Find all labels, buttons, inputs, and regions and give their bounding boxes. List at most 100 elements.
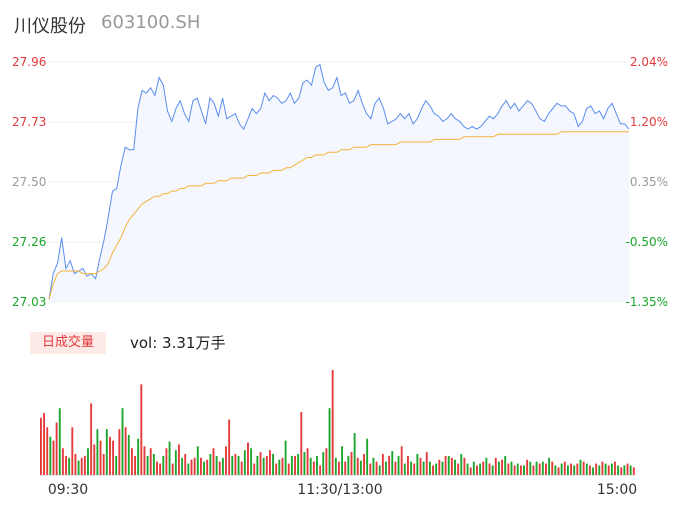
volume-bar xyxy=(469,467,472,475)
volume-bar xyxy=(441,461,444,475)
volume-bar xyxy=(334,457,337,475)
volume-bar xyxy=(275,463,278,475)
volume-bar xyxy=(447,455,450,475)
volume-bar xyxy=(102,454,105,475)
volume-bar xyxy=(331,370,334,475)
volume-bar xyxy=(482,461,485,475)
volume-bar xyxy=(432,465,434,475)
y-left-tick-label: 27.96 xyxy=(12,55,46,69)
volume-bar xyxy=(444,455,447,475)
volume-bar xyxy=(623,465,626,475)
y-right-axis: 2.04% 1.20% 0.35% -0.50% -1.35% xyxy=(626,55,668,309)
volume-bar xyxy=(156,461,158,475)
volume-bar xyxy=(425,452,428,475)
volume-bar xyxy=(300,412,303,475)
price-line xyxy=(48,63,630,300)
volume-bar xyxy=(504,455,507,475)
volume-bar xyxy=(124,427,127,475)
volume-bar xyxy=(488,463,491,475)
volume-bar xyxy=(49,436,52,475)
daily-volume-tab[interactable]: 日成交量 xyxy=(30,332,107,354)
volume-bar xyxy=(403,463,406,475)
volume-bar xyxy=(290,455,293,475)
volume-bar xyxy=(369,463,372,475)
y-left-axis: 27.96 27.73 27.50 27.26 27.03 xyxy=(12,55,46,309)
volume-bar xyxy=(193,457,196,475)
volume-bar xyxy=(497,461,500,475)
volume-bar xyxy=(419,457,422,475)
volume-bar xyxy=(96,429,99,475)
volume-bar xyxy=(287,463,290,475)
volume-bar xyxy=(149,448,152,475)
volume-bar xyxy=(413,463,416,475)
volume-bar xyxy=(121,408,124,475)
volume-bar xyxy=(388,455,391,475)
volume-bar xyxy=(438,459,441,475)
volume-bar xyxy=(178,444,180,475)
volume-bar xyxy=(159,463,162,475)
volume-bar xyxy=(491,465,494,475)
volume-bar xyxy=(422,461,425,475)
volume-bar xyxy=(181,457,184,475)
volume-bar xyxy=(523,465,525,475)
volume-bar xyxy=(350,452,353,475)
volume-bar xyxy=(538,463,541,475)
volume-bar xyxy=(112,440,115,475)
volume-bar xyxy=(250,448,253,475)
volume-bar xyxy=(341,446,344,475)
volume-bar xyxy=(494,457,497,475)
volume-bar xyxy=(259,452,262,475)
volume-bar xyxy=(297,454,300,475)
volume-bar xyxy=(312,461,315,475)
volume-bar xyxy=(601,461,604,475)
volume-bar xyxy=(215,455,218,475)
volume-bar xyxy=(472,461,475,475)
volume-bar xyxy=(516,463,519,475)
volume-bar xyxy=(545,463,547,475)
volume-bar xyxy=(548,457,551,475)
volume-bar xyxy=(284,440,287,475)
volume-bar xyxy=(278,459,281,475)
y-left-tick-label: 27.50 xyxy=(12,175,46,189)
volume-bar xyxy=(347,455,350,475)
volume-bar xyxy=(58,408,61,475)
volume-bar xyxy=(359,460,362,475)
volume-bar xyxy=(560,463,563,475)
volume-bar xyxy=(247,442,249,475)
volume-bar xyxy=(378,465,381,475)
volume-bar xyxy=(174,450,177,475)
volume-bar xyxy=(629,465,632,475)
volume-bar xyxy=(196,446,199,475)
volume-bar xyxy=(566,465,569,475)
volume-bar xyxy=(162,455,165,475)
volume-bar xyxy=(457,463,460,475)
volume-bar xyxy=(118,429,121,475)
volume-bar xyxy=(262,457,265,475)
volume-bar xyxy=(588,465,591,475)
volume-bar xyxy=(199,457,202,475)
volume-bar xyxy=(127,434,130,475)
y-right-tick-label: 2.04% xyxy=(630,55,668,69)
volume-bar xyxy=(535,461,538,475)
volume-bar xyxy=(576,463,579,475)
volume-bar xyxy=(203,461,205,475)
volume-bar xyxy=(479,463,482,475)
volume-bar xyxy=(632,467,635,475)
volume-bar xyxy=(450,457,453,475)
volume-bar xyxy=(485,457,488,475)
volume-bar xyxy=(303,452,306,475)
volume-bar xyxy=(140,384,143,475)
volume-bar xyxy=(187,463,190,475)
volume-bar xyxy=(391,451,394,475)
volume-bar xyxy=(375,461,378,475)
volume-bar xyxy=(65,455,67,475)
volume-bar xyxy=(620,467,623,475)
volume-bar xyxy=(607,465,610,475)
volume-bar xyxy=(526,459,529,475)
volume-bar xyxy=(610,463,613,475)
volume-bar xyxy=(243,450,246,475)
volume-bar xyxy=(99,440,102,475)
volume-bar xyxy=(579,459,582,475)
volume-bar xyxy=(309,457,312,475)
